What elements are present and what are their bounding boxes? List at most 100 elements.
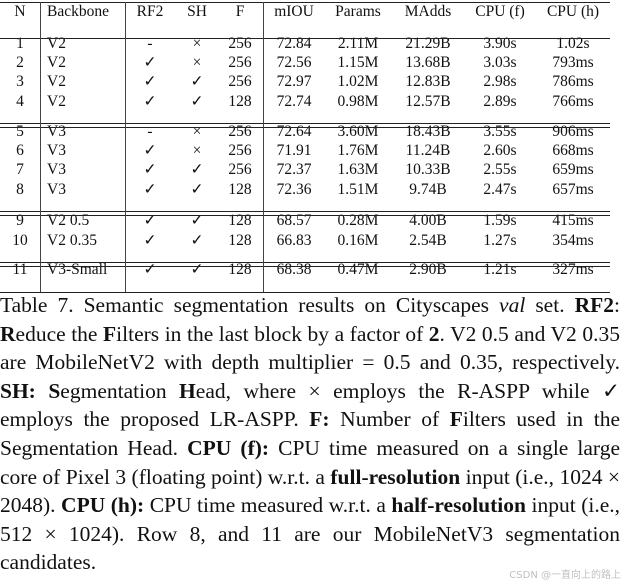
header-cpu-f: CPU (f) xyxy=(475,3,525,20)
header-rf2: RF2 xyxy=(136,3,164,20)
cell-f: 256 xyxy=(228,142,252,159)
cell-madds: 4.00B xyxy=(409,212,447,229)
header-params: Params xyxy=(335,3,381,20)
cell-params: 0.47M xyxy=(337,261,379,278)
cell-params: 1.76M xyxy=(337,142,379,159)
cell-cpu-h: 766ms xyxy=(552,93,594,110)
cell-miou: 72.97 xyxy=(276,73,312,90)
cell-backbone: V2 xyxy=(47,73,66,90)
cell-backbone: V2 0.5 xyxy=(47,212,90,229)
cell-f: 128 xyxy=(228,93,252,110)
cell-rf2: ✓ xyxy=(143,93,157,110)
cell-madds: 10.33B xyxy=(405,161,451,178)
table-row: 4 V2 ✓ ✓ 128 72.74 0.98M 12.57B 2.89s 766ms xyxy=(0,92,627,112)
cell-cpu-f: 2.89s xyxy=(483,93,517,110)
cell-sh: ✓ xyxy=(190,93,204,110)
cell-cpu-h: 657ms xyxy=(552,181,594,198)
cell-cpu-f: 3.90s xyxy=(483,35,517,52)
cell-cpu-f: 2.47s xyxy=(483,181,517,198)
cell-miou: 68.38 xyxy=(276,261,312,278)
header-miou: mIOU xyxy=(274,3,314,20)
cell-n: 2 xyxy=(16,54,24,71)
cell-n: 9 xyxy=(16,212,24,229)
group-rule-1b xyxy=(0,127,610,128)
cell-params: 2.11M xyxy=(337,35,379,52)
cell-params: 1.51M xyxy=(337,181,379,198)
cell-madds: 2.90B xyxy=(409,261,447,278)
cell-f: 128 xyxy=(228,232,252,249)
cell-params: 0.28M xyxy=(337,212,379,229)
cell-sh: × xyxy=(192,54,202,71)
table-row: 11 V3-Small ✓ ✓ 128 68.38 0.47M 2.90B 1.21s 327ms xyxy=(0,260,627,280)
cell-backbone: V3 xyxy=(47,181,66,198)
cell-backbone: V2 0.35 xyxy=(47,232,97,249)
table-caption: Table 7. Semantic segmentation results o… xyxy=(0,293,620,575)
table-row: 10 V2 0.35 ✓ ✓ 128 66.83 0.16M 2.54B 1.27s 354ms xyxy=(0,231,627,251)
cell-n: 5 xyxy=(16,123,24,140)
cell-backbone: V3 xyxy=(47,142,66,159)
cell-sh: × xyxy=(192,142,202,159)
cell-params: 1.63M xyxy=(337,161,379,178)
cell-f: 256 xyxy=(228,35,252,52)
cell-sh: ✓ xyxy=(190,181,204,198)
cell-cpu-f: 2.98s xyxy=(483,73,517,90)
cell-n: 1 xyxy=(16,35,24,52)
cell-miou: 71.91 xyxy=(276,142,312,159)
group-rule-3 xyxy=(0,262,610,263)
cell-f: 128 xyxy=(228,261,252,278)
cell-n: 7 xyxy=(16,161,24,178)
cell-cpu-h: 354ms xyxy=(552,232,594,249)
cell-rf2: ✓ xyxy=(143,261,157,278)
group-rule-3b xyxy=(0,266,610,267)
cell-cpu-h: 415ms xyxy=(552,212,594,229)
cell-miou: 66.83 xyxy=(276,232,312,249)
cell-backbone: V2 xyxy=(47,54,66,71)
cell-sh: × xyxy=(192,123,202,140)
cell-rf2: - xyxy=(147,35,153,52)
cell-cpu-h: 659ms xyxy=(552,161,594,178)
cell-f: 128 xyxy=(228,181,252,198)
cell-backbone: V2 xyxy=(47,35,66,52)
cell-backbone: V3 xyxy=(47,123,66,140)
table-row: 3 V2 ✓ ✓ 256 72.97 1.02M 12.83B 2.98s 786ms xyxy=(0,72,627,92)
cell-n: 6 xyxy=(16,142,24,159)
cell-sh: ✓ xyxy=(190,73,204,90)
cell-params: 1.15M xyxy=(337,54,379,71)
cell-cpu-f: 1.21s xyxy=(483,261,517,278)
table-row: 5 V3 - × 256 72.64 3.60M 18.43B 3.55s 906ms xyxy=(0,122,627,142)
cell-sh: ✓ xyxy=(190,161,204,178)
cell-rf2: ✓ xyxy=(143,73,157,90)
cell-cpu-f: 3.55s xyxy=(483,123,517,140)
table-row: 1 V2 - × 256 72.84 2.11M 21.29B 3.90s 1.02s xyxy=(0,34,627,54)
watermark: CSDN @一直向上的路上 xyxy=(509,570,621,581)
table-bottom-rule xyxy=(0,292,610,293)
table-row: 7 V3 ✓ ✓ 256 72.37 1.63M 10.33B 2.55s 659ms xyxy=(0,160,627,180)
group-rule-2 xyxy=(0,211,610,212)
cell-miou: 72.37 xyxy=(276,161,312,178)
header-rule xyxy=(0,38,610,39)
table-row: 6 V3 ✓ × 256 71.91 1.76M 11.24B 2.60s 668ms xyxy=(0,141,627,161)
table-row: 9 V2 0.5 ✓ ✓ 128 68.57 0.28M 4.00B 1.59s 415ms xyxy=(0,211,627,231)
cell-madds: 18.43B xyxy=(405,123,451,140)
cell-cpu-f: 1.59s xyxy=(483,212,517,229)
cell-cpu-f: 2.60s xyxy=(483,142,517,159)
cell-rf2: - xyxy=(147,123,153,140)
cell-backbone: V3-Small xyxy=(47,261,108,278)
group-rule-2b xyxy=(0,215,610,216)
cell-f: 128 xyxy=(228,212,252,229)
cell-sh: ✓ xyxy=(190,232,204,249)
cell-rf2: ✓ xyxy=(143,54,157,71)
cell-rf2: ✓ xyxy=(143,232,157,249)
cell-n: 8 xyxy=(16,181,24,198)
cell-sh: × xyxy=(192,35,202,52)
cell-n: 11 xyxy=(12,261,28,278)
cell-backbone: V2 xyxy=(47,93,66,110)
cell-f: 256 xyxy=(228,54,252,71)
table-row: 2 V2 ✓ × 256 72.56 1.15M 13.68B 3.03s 793ms xyxy=(0,53,627,73)
cell-madds: 12.57B xyxy=(405,93,451,110)
cell-n: 10 xyxy=(12,232,28,249)
cell-f: 256 xyxy=(228,161,252,178)
cell-miou: 72.74 xyxy=(276,93,312,110)
cell-cpu-h: 906ms xyxy=(552,123,594,140)
col-sep-2 xyxy=(125,2,126,292)
